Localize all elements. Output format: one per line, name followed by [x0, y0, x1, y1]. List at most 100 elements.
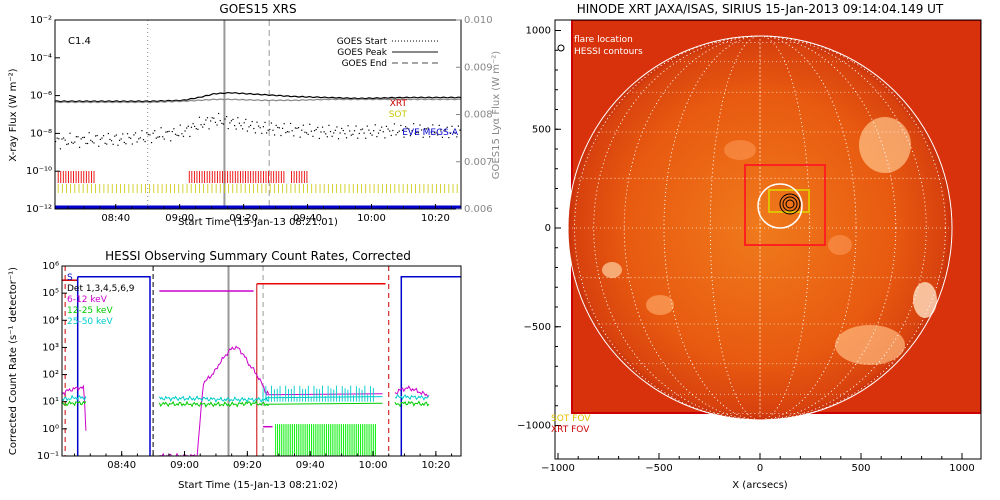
goes-series-point	[100, 139, 101, 140]
goes-title: GOES15 XRS	[219, 2, 296, 16]
y-right-tick-label: 0.009	[464, 62, 493, 73]
x-tick-label: 09:00	[170, 460, 199, 471]
goes-series-point	[224, 118, 225, 119]
goes-series-point	[247, 130, 248, 131]
goes-series-point	[183, 136, 184, 137]
goes-series-point	[293, 135, 294, 136]
y-tick-label: 10¹	[42, 397, 59, 408]
goes-series-point	[362, 128, 363, 129]
goes-series-point	[271, 122, 272, 123]
x-tick-label: 08:40	[101, 213, 130, 224]
goes-series-point	[141, 130, 142, 131]
goes-series-point	[162, 136, 163, 137]
goes-series-point	[245, 119, 246, 120]
legend-goes-start: GOES Start	[337, 37, 388, 47]
goes-series-point	[391, 135, 392, 136]
goes-series-point	[296, 128, 297, 129]
hessi-series-line	[395, 395, 429, 400]
goes-series-point	[312, 136, 313, 137]
goes-series-point	[314, 130, 315, 131]
x-tick-label: 09:20	[233, 460, 262, 471]
goes-series-point	[194, 126, 195, 127]
y-tick-label: 10⁻⁸	[30, 128, 52, 139]
goes-series-point	[122, 133, 123, 134]
x-tick-label: 10:20	[421, 460, 450, 471]
y-tick-label: 10⁻¹⁰	[26, 166, 52, 177]
goes-series-point	[117, 145, 118, 146]
goes-series-point	[328, 125, 329, 126]
goes-series-point	[255, 132, 256, 133]
goes-series-point	[60, 148, 61, 149]
goes-series-point	[204, 124, 205, 125]
goes-series-point	[167, 131, 168, 132]
goes-series-point	[69, 133, 70, 134]
goes-series-point	[181, 133, 182, 134]
y-tick-label: 10⁵	[42, 288, 59, 299]
goes-series-point	[130, 138, 131, 139]
goes-series-point	[340, 132, 341, 133]
goes-series-point	[285, 132, 286, 133]
goes-series-point	[287, 131, 288, 132]
goes-series-point	[156, 138, 157, 139]
y-tick-label: 500	[532, 124, 551, 135]
goes-series-point	[330, 131, 331, 132]
goes-series-point	[248, 126, 249, 127]
goes-series-point	[199, 117, 200, 118]
goes-xlabel: Start Time (15-Jan-13 08:21:01)	[178, 217, 338, 228]
goes-series-point	[290, 123, 291, 124]
goes-series-point	[172, 131, 173, 132]
legend-hessi-6-12: 6-12 keV	[67, 295, 108, 305]
goes-series-point	[232, 119, 233, 120]
x-tick-label: 10:00	[359, 460, 388, 471]
goes-series-point	[316, 129, 317, 130]
bright-region	[913, 282, 937, 318]
goes-series-point	[459, 129, 460, 130]
xrt-image	[555, 20, 981, 459]
goes-series-point	[392, 130, 393, 131]
goes-series-point	[295, 127, 296, 128]
goes-series-point	[188, 126, 189, 127]
hessi-series-line	[159, 401, 268, 407]
goes-series-point	[145, 141, 146, 142]
goes-series-point	[304, 132, 305, 133]
goes-series-point	[66, 144, 67, 145]
goes-series-point	[218, 113, 219, 114]
goes-series-point	[85, 143, 86, 144]
goes-series-point	[212, 117, 213, 118]
goes-series-point	[386, 126, 387, 127]
goes-series-point	[189, 136, 190, 137]
y-tick-label: 10⁰	[42, 424, 59, 435]
goes-series-point	[121, 138, 122, 139]
goes-series-point	[105, 143, 106, 144]
goes-series-point	[301, 130, 302, 131]
figure: GOES15 XRS 08:40 09:00 09:20 09:40 10:00 10:2…	[0, 0, 1000, 500]
goes-series-point	[379, 130, 380, 131]
xrt-xlabel: X (arcsecs)	[732, 480, 788, 491]
goes-series-point	[282, 128, 283, 129]
goes-series-point	[146, 132, 147, 133]
goes-series-point	[324, 131, 325, 132]
y-tick-label: 10⁻⁶	[30, 91, 52, 102]
goes-series-point	[140, 137, 141, 138]
goes-series-point	[320, 131, 321, 132]
goes-series-point	[81, 138, 82, 139]
goes-series-point	[125, 143, 126, 144]
goes-series-point	[73, 143, 74, 144]
goes-series-point	[451, 126, 452, 127]
goes-series-point	[359, 133, 360, 134]
goes-series-point	[242, 128, 243, 129]
goes-series-point	[184, 130, 185, 131]
goes-series-point	[458, 126, 459, 127]
goes-series-point	[228, 128, 229, 129]
goes-series-point	[335, 130, 336, 131]
label-eve: EVE MEGS-A	[402, 128, 459, 138]
goes-series-point	[381, 127, 382, 128]
goes-series-point	[336, 126, 337, 127]
goes-series-point	[400, 125, 401, 126]
goes-series-point	[119, 140, 120, 141]
y-tick-label: −500	[524, 322, 551, 333]
goes-legend: GOES Start GOES Peak GOES End	[337, 37, 438, 69]
goes-series-point	[344, 133, 345, 134]
goes-series-point	[178, 135, 179, 136]
goes-series-point	[61, 138, 62, 139]
